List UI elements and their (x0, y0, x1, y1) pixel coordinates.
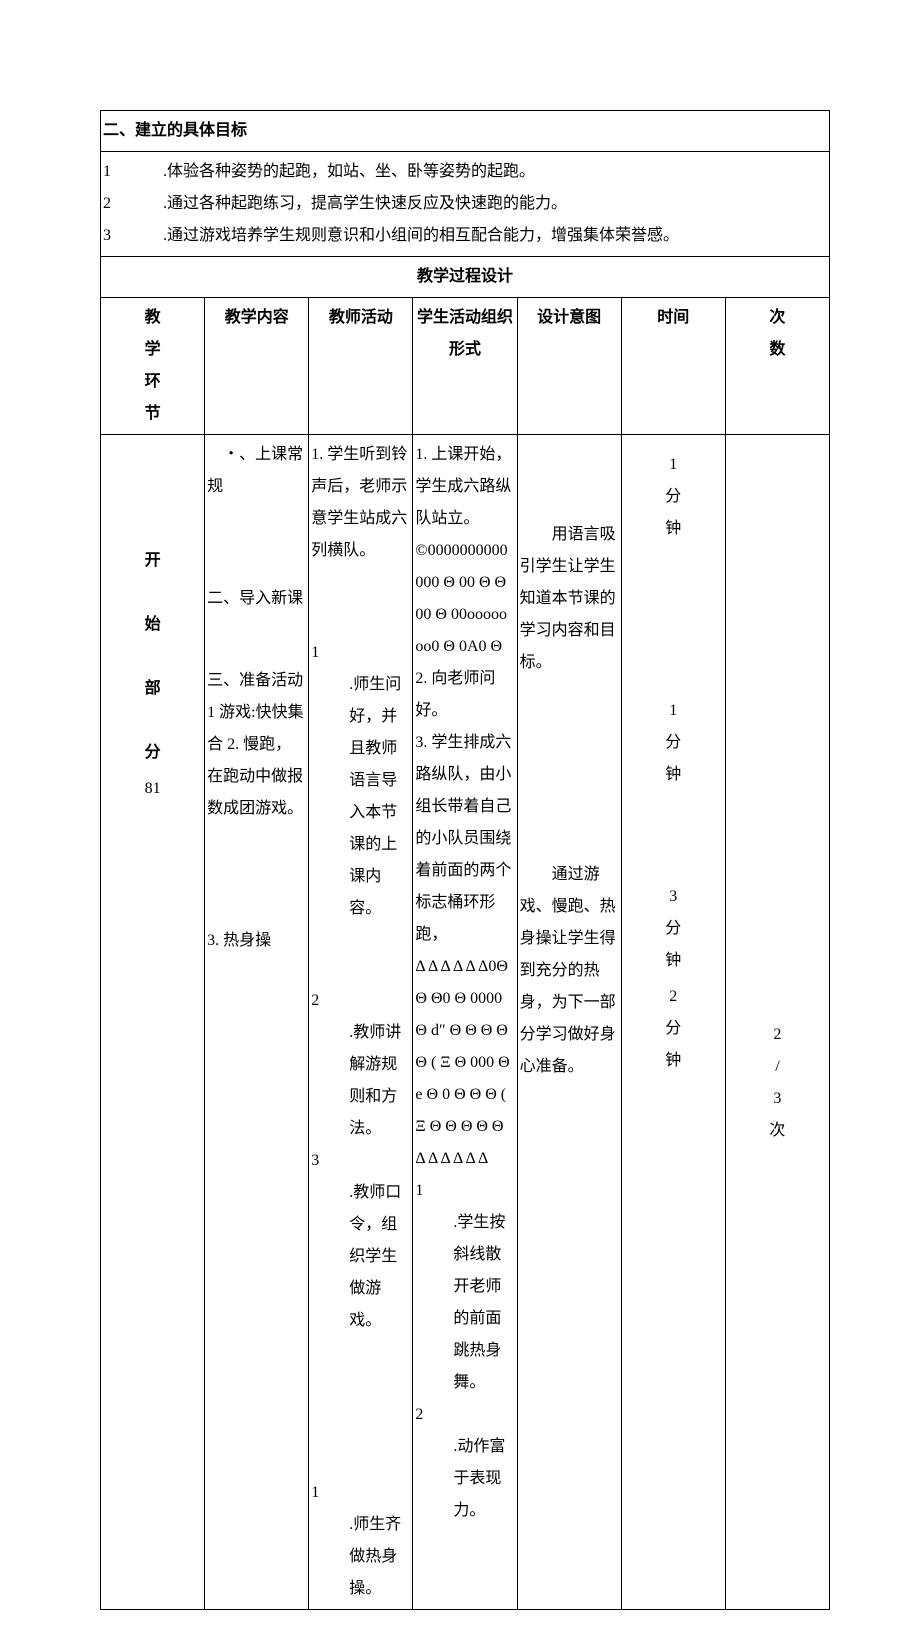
process-title: 教学过程设计 (101, 257, 830, 298)
hdr-count: 次 数 (725, 298, 829, 435)
time-2: 1分钟 (624, 695, 723, 791)
goal-1-text: .体验各种姿势的起跑，如站、坐、卧等姿势的起跑。 (163, 156, 535, 188)
goal-1: 1 .体验各种姿势的起跑，如站、坐、卧等姿势的起跑。 (103, 156, 827, 188)
student-p2: ©0000000000000 Θ 00 Θ Θ 00 Θ 00ooooooo0 … (415, 535, 514, 727)
section2-title: 二、建立的具体目标 (101, 111, 830, 152)
count-start: 2/3次 (725, 435, 829, 1610)
hdr-student: 学生活动组织形式 (413, 298, 517, 435)
goal-3-num: 3 (103, 220, 115, 252)
lesson-plan-table: 二、建立的具体目标 1 .体验各种姿势的起跑，如站、坐、卧等姿势的起跑。 2 .通过… (100, 110, 830, 1610)
student-p5: 1.学生按斜线散开老师的前面跳热身舞。 (415, 1175, 514, 1399)
intent-p2: 通过游戏、慢跑、热身操让学生得到充分的热身，为下一部分学习做好身心准备。 (520, 859, 619, 1083)
teacher-p5: 1.师生齐做热身操。 (311, 1477, 410, 1605)
time-1: 1分钟 (624, 449, 723, 545)
content-start: ・、上课常规 二、导入新课 三、准备活动 1 游戏:快快集合 2. 慢跑，在跑动… (205, 435, 309, 1610)
teacher-p3: 2.教师讲解游规则和方法。 (311, 985, 410, 1145)
content-p2: 二、导入新课 (207, 583, 306, 615)
stage-sub: 81 (103, 773, 202, 805)
goal-1-num: 1 (103, 156, 115, 188)
time-3: 3分钟 (624, 881, 723, 977)
intent-p1: 用语言吸引学生让学生知道本节课的学习内容和目标。 (520, 519, 619, 679)
goals-cell: 1 .体验各种姿势的起跑，如站、坐、卧等姿势的起跑。 2 .通过各种起跑练习，提高学… (101, 152, 830, 257)
student-p3: 3. 学生排成六路纵队，由小组长带着自己的小队员围绕着前面的两个标志桶环形跑， (415, 727, 514, 951)
teacher-p4: 3.教师口令，组织学生做游戏。 (311, 1145, 410, 1337)
time-start: 1分钟 1分钟 3分钟 2分钟 (621, 435, 725, 1610)
hdr-teacher: 教师活动 (309, 298, 413, 435)
hdr-intent: 设计意图 (517, 298, 621, 435)
content-p4: 1 游戏:快快集合 2. 慢跑，在跑动中做报数成团游戏。 (207, 697, 306, 825)
student-start: 1. 上课开始，学生成六路纵队站立。 ©0000000000000 Θ 00 Θ… (413, 435, 517, 1610)
teacher-p1: 1. 学生听到铃声后，老师示意学生站成六列横队。 (311, 439, 410, 567)
intent-start: 用语言吸引学生让学生知道本节课的学习内容和目标。 通过游戏、慢跑、热身操让学生得… (517, 435, 621, 1610)
time-4: 2分钟 (624, 981, 723, 1077)
hdr-time: 时间 (621, 298, 725, 435)
goal-2-num: 2 (103, 188, 115, 220)
goal-2-text: .通过各种起跑练习，提高学生快速反应及快速跑的能力。 (163, 188, 567, 220)
teacher-p2: 1.师生问好，并且教师语言导入本节课的上课内容。 (311, 637, 410, 925)
goal-3-text: .通过游戏培养学生规则意识和小组间的相互配合能力，增强集体荣誉感。 (163, 220, 679, 252)
content-p5: 3. 热身操 (207, 925, 306, 957)
student-p1: 1. 上课开始，学生成六路纵队站立。 (415, 439, 514, 535)
student-p4: Δ Δ Δ Δ Δ Δ0Θ Θ Θ0 Θ 0000 Θ d″ Θ Θ Θ Θ Θ… (415, 951, 514, 1175)
hdr-stage: 教 学 环 节 (101, 298, 205, 435)
goal-3: 3 .通过游戏培养学生规则意识和小组间的相互配合能力，增强集体荣誉感。 (103, 220, 827, 252)
count-val: 2/3次 (728, 1019, 827, 1147)
content-p3: 三、准备活动 (207, 665, 306, 697)
student-p6: 2.动作富于表现力。 (415, 1399, 514, 1527)
teacher-start: 1. 学生听到铃声后，老师示意学生站成六列横队。 1.师生问好，并且教师语言导入… (309, 435, 413, 1610)
hdr-content: 教学内容 (205, 298, 309, 435)
goal-2: 2 .通过各种起跑练习，提高学生快速反应及快速跑的能力。 (103, 188, 827, 220)
stage-start: 开 始 部 分 81 (101, 435, 205, 1610)
content-p1: ・、上课常规 (207, 439, 306, 503)
